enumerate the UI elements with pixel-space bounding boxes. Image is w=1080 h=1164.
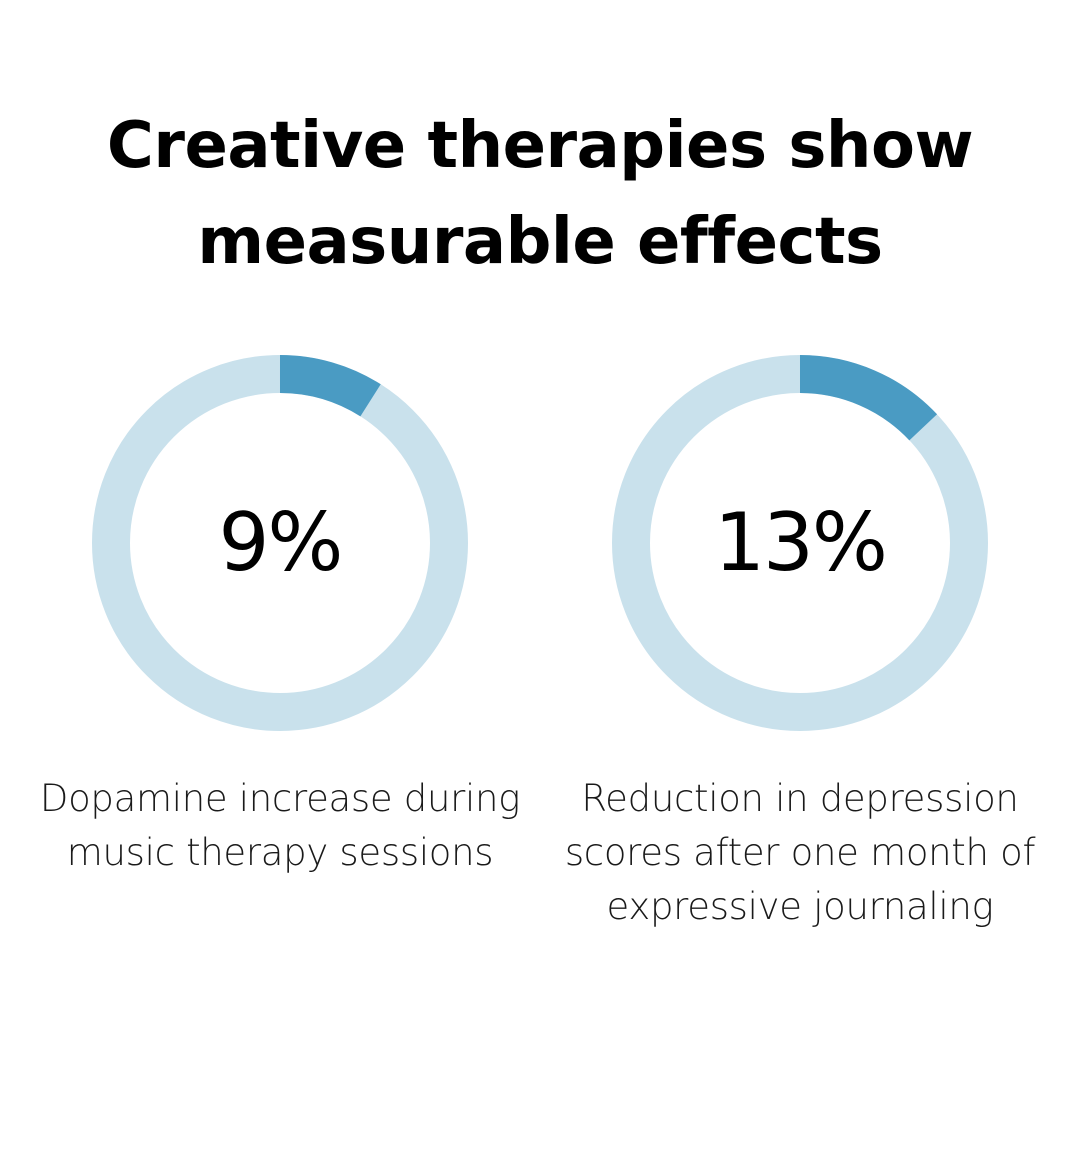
caption-line: music therapy sessions (66, 831, 494, 874)
donut-segment (279, 355, 381, 417)
donut-chart (92, 355, 468, 731)
stat-value: 9% (218, 496, 344, 589)
title-line-2: measurable effects (197, 205, 883, 279)
title-line-1: Creative therapies show (106, 109, 974, 183)
stat-caption: Reduction in depression scores after one… (540, 772, 1060, 934)
caption-line: scores after one month of (564, 831, 1036, 874)
page-title: Creative therapies show measurable effec… (0, 98, 1080, 290)
stat-value: 13% (714, 496, 888, 589)
caption-line: expressive journaling (606, 885, 994, 928)
caption-line: Reduction in depression (581, 777, 1019, 820)
donut-segment (799, 355, 938, 441)
stat-caption: Dopamine increase during music therapy s… (20, 772, 540, 880)
donut-chart (612, 355, 988, 731)
caption-line: Dopamine increase during (39, 777, 521, 820)
